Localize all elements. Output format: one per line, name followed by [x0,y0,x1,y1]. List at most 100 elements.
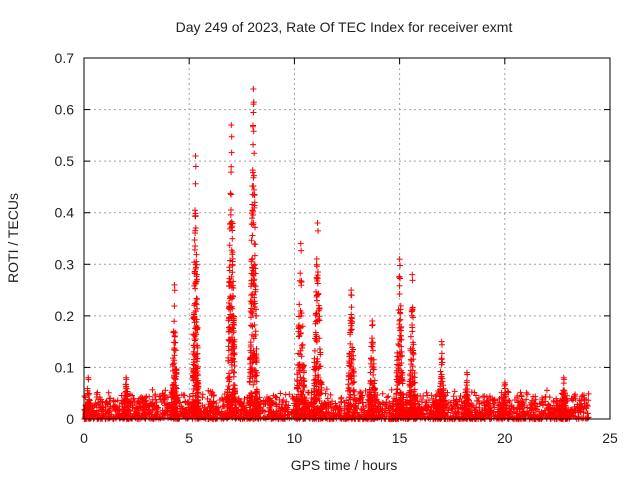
data-point [310,409,317,416]
data-point [192,280,199,287]
data-point [250,221,257,228]
data-point [180,392,187,399]
x-tick-label: 0 [80,430,88,446]
data-point [246,395,253,402]
data-point [315,269,322,276]
y-tick-label: 0.6 [55,102,75,118]
data-point [100,410,107,417]
data-point [189,412,196,419]
data-point [315,290,322,297]
data-point [208,392,215,399]
data-point [313,263,320,270]
data-point [317,363,324,370]
data-point [170,361,177,368]
data-point [392,411,399,418]
data-point [437,407,444,414]
data-point [440,387,447,394]
data-point [123,376,130,383]
data-point [253,312,260,319]
data-point [282,408,289,415]
data-point [251,350,258,357]
data-point [226,267,233,274]
data-point [426,410,433,417]
data-point [338,394,345,401]
data-point [453,396,460,403]
data-point [457,393,464,400]
data-point [297,312,304,319]
data-point [229,258,236,265]
y-tick-label: 0.7 [55,50,75,66]
data-point [194,406,201,413]
data-point [517,389,524,396]
x-axis-label: GPS time / hours [291,457,398,473]
data-point [585,390,592,397]
data-point [300,382,307,389]
data-point [577,400,584,407]
data-point [247,347,254,354]
data-point [349,318,356,325]
data-point [237,399,244,406]
data-point [250,191,257,198]
data-point [251,261,258,268]
data-point [225,370,232,377]
data-point [238,413,245,420]
data-point [372,389,379,396]
data-point [500,398,507,405]
data-point [192,335,199,342]
data-point [314,291,321,298]
data-point [225,315,232,322]
data-point [488,408,495,415]
data-point [250,172,257,179]
data-point [541,407,548,414]
data-point [252,283,259,290]
data-point [381,409,388,416]
data-point [462,386,469,393]
data-point [463,382,470,389]
data-point [192,212,199,219]
data-point [482,403,489,410]
data-point [314,220,321,227]
data-point [182,398,189,405]
data-point [278,404,285,411]
data-point [559,396,566,403]
data-point [561,376,568,383]
data-point [250,267,257,274]
data-point [394,401,401,408]
data-point [473,404,480,411]
data-point [331,404,338,411]
data-point [297,240,304,247]
data-point [207,403,214,410]
data-point [406,415,413,422]
data-point [231,405,238,412]
data-point [193,322,200,329]
data-point [345,372,352,379]
data-point [160,414,167,421]
data-point [441,404,448,411]
data-point [445,399,452,406]
data-point [171,357,178,364]
data-point [406,399,413,406]
data-point [301,399,308,406]
data-point [192,372,199,379]
data-point [299,409,306,416]
data-point [396,273,403,280]
data-point [409,373,416,380]
data-point [229,339,236,346]
data-point [293,402,300,409]
data-point [505,410,512,417]
data-point [372,395,379,402]
data-point [383,394,390,401]
data-point [430,410,437,417]
data-point [313,412,320,419]
data-point [249,123,256,130]
data-point [199,402,206,409]
data-point [252,400,259,407]
data-point [316,313,323,320]
data-point [439,375,446,382]
data-point [86,396,93,403]
data-point [368,355,375,362]
data-point [544,404,551,411]
data-point [366,386,373,393]
data-point [359,399,366,406]
data-point [543,387,550,394]
